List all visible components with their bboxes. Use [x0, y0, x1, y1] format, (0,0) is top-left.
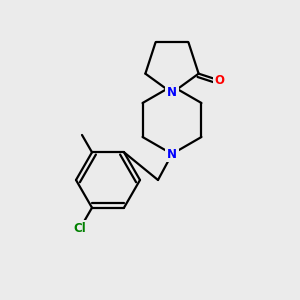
Text: Cl: Cl — [74, 222, 86, 235]
Text: N: N — [167, 86, 177, 100]
Text: N: N — [167, 148, 177, 160]
Text: O: O — [214, 74, 225, 87]
